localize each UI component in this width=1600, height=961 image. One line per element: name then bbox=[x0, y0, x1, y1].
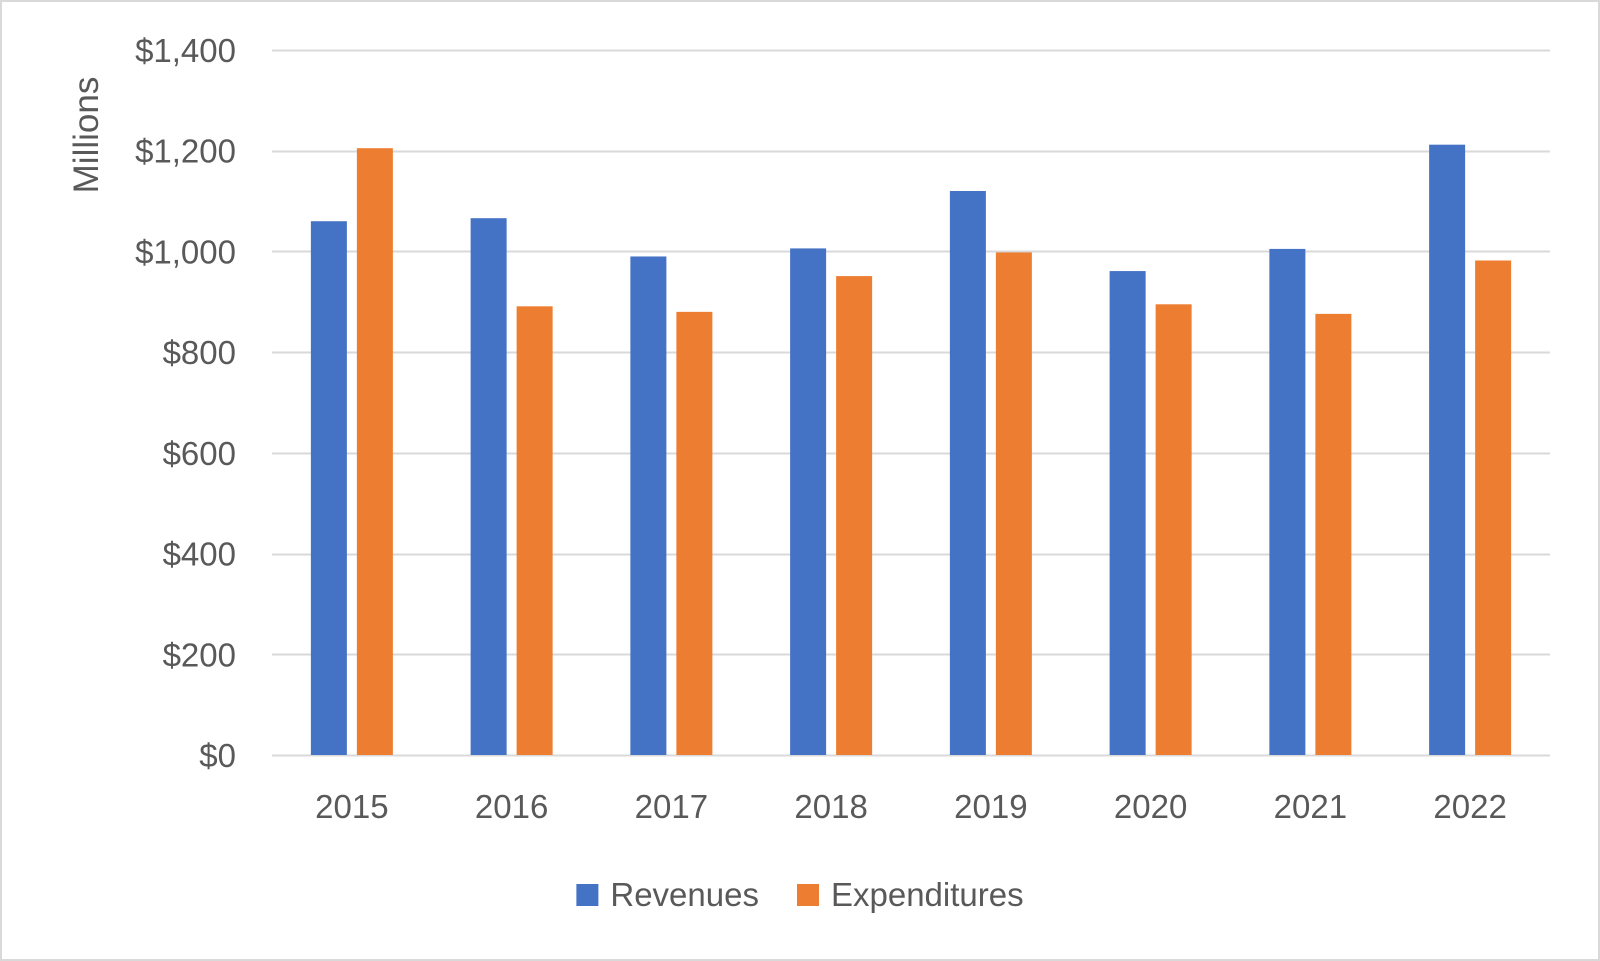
legend-label-expenditures: Expenditures bbox=[831, 876, 1024, 913]
legend: Revenues Expenditures bbox=[576, 876, 1024, 913]
bar-expenditures-2021 bbox=[1315, 313, 1352, 755]
bar-revenues-2019 bbox=[949, 191, 986, 755]
y-tick-label: $600 bbox=[163, 435, 236, 472]
legend-swatch-expenditures bbox=[796, 884, 819, 906]
y-tick-label: $1,200 bbox=[135, 133, 236, 170]
y-tick-label: $0 bbox=[199, 737, 236, 774]
bar-revenues-2021 bbox=[1269, 248, 1306, 756]
bar-expenditures-2020 bbox=[1155, 304, 1192, 755]
y-tick-label: $1,000 bbox=[135, 233, 236, 270]
x-tick-label: 2019 bbox=[954, 788, 1027, 825]
bar-expenditures-2022 bbox=[1475, 260, 1512, 755]
y-tick-label: $400 bbox=[163, 536, 236, 573]
bar-expenditures-2016 bbox=[516, 306, 553, 755]
bars bbox=[310, 144, 1512, 756]
y-tick-label: $1,400 bbox=[135, 32, 236, 69]
bar-revenues-2018 bbox=[790, 248, 827, 755]
x-tick-label: 2018 bbox=[794, 788, 867, 825]
x-tick-label: 2021 bbox=[1274, 788, 1347, 825]
x-tick-label: 2016 bbox=[475, 788, 548, 825]
bar-expenditures-2019 bbox=[995, 252, 1032, 755]
x-tick-label: 2015 bbox=[315, 788, 388, 825]
y-axis-title: Millions bbox=[67, 77, 106, 194]
legend-label-revenues: Revenues bbox=[610, 876, 759, 913]
bar-revenues-2015 bbox=[310, 221, 347, 755]
y-tick-label: $800 bbox=[163, 334, 236, 371]
legend-swatch-revenues bbox=[576, 884, 599, 906]
bar-expenditures-2015 bbox=[356, 148, 393, 756]
y-axis-tick-labels: $0 $200 $400 $600 $800 $1,000 $1,200 $1,400 bbox=[135, 32, 236, 774]
bar-revenues-2016 bbox=[470, 218, 507, 755]
x-tick-label: 2017 bbox=[635, 788, 708, 825]
x-tick-label: 2022 bbox=[1433, 788, 1506, 825]
bar-expenditures-2017 bbox=[676, 311, 713, 755]
gridlines bbox=[272, 49, 1550, 757]
y-tick-label: $200 bbox=[163, 636, 236, 673]
bar-revenues-2022 bbox=[1429, 144, 1466, 755]
bar-revenues-2020 bbox=[1109, 271, 1146, 755]
x-axis-tick-labels: 2015 2016 2017 2018 2019 2020 2021 2022 bbox=[315, 788, 1507, 825]
bar-revenues-2017 bbox=[630, 256, 667, 755]
x-tick-label: 2020 bbox=[1114, 788, 1187, 825]
bar-expenditures-2018 bbox=[836, 276, 873, 755]
